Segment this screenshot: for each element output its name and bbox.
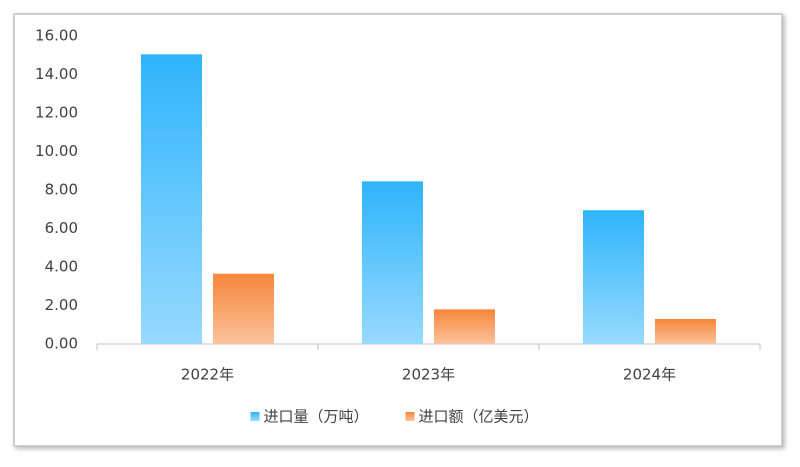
y-tick-label: 8.00 [45,181,78,199]
legend-swatch [250,412,260,421]
y-tick-label: 4.00 [45,258,78,276]
bar [213,273,274,344]
legend-label: 进口量（万吨） [264,408,369,426]
bar [362,181,423,344]
legend-label: 进口额（亿美元） [419,408,539,426]
y-tick-label: 12.00 [35,104,78,122]
x-tick-label: 2024年 [623,366,676,384]
bar [434,309,495,344]
bar [141,54,202,344]
x-tick-label: 2023年 [402,366,455,384]
bar [583,210,644,344]
y-tick-label: 2.00 [45,296,78,314]
y-tick-label: 0.00 [45,335,78,353]
x-tick-label: 2022年 [181,366,234,384]
y-tick-label: 6.00 [45,219,78,237]
y-tick-label: 16.00 [35,27,78,45]
legend-swatch [405,412,415,421]
bar [655,318,716,344]
y-tick-label: 10.00 [35,142,78,160]
y-tick-label: 14.00 [35,65,78,83]
